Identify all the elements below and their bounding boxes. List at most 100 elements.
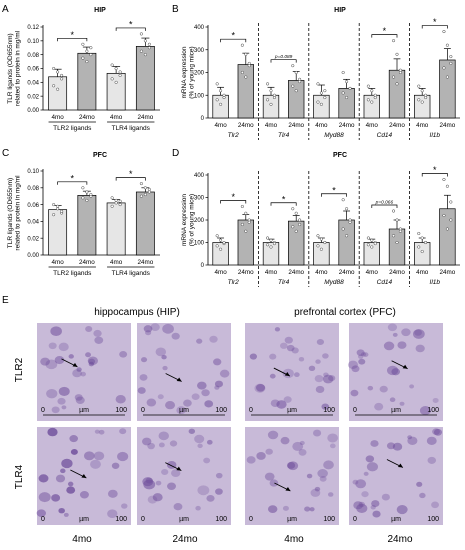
stained-cell (155, 480, 162, 486)
bar-c-0 (48, 209, 68, 256)
stained-cell (158, 431, 169, 441)
micrograph-tlr4-0: 0 µm 100 (36, 427, 131, 525)
stained-cell (88, 361, 95, 367)
group-label-c-0: TLR2 ligands (53, 270, 92, 277)
stained-cell (294, 372, 300, 378)
x-tick-label-d-1: 24mo (238, 269, 254, 276)
group-label-d-1: Tlr4 (278, 279, 290, 286)
stained-cell (327, 492, 334, 497)
bar-d-4 (313, 242, 330, 266)
data-point-b (319, 91, 323, 95)
scale-unit: µm (79, 516, 89, 523)
stained-cell (46, 388, 58, 399)
stained-cell (323, 372, 329, 378)
stained-cell (356, 349, 365, 356)
bar-b-6 (363, 94, 380, 119)
stained-cell (206, 494, 215, 502)
stained-cell (155, 347, 167, 357)
stained-cell (269, 373, 276, 379)
bar-c-2 (106, 202, 126, 256)
stained-cell (54, 356, 65, 365)
stained-cell (45, 359, 58, 370)
data-point-d (445, 184, 449, 188)
bar-b-3 (288, 80, 305, 119)
data-point-a (143, 53, 147, 57)
bar-b-1 (237, 64, 254, 119)
chart-title-c: PFC (93, 152, 107, 159)
y-tick-label-b: 400 (194, 25, 205, 31)
data-point-d (316, 234, 320, 238)
data-point-d (291, 225, 295, 229)
scale-zero: 0 (353, 516, 357, 523)
data-point-b (316, 100, 320, 104)
y-axis-label-b: mRNA expression(% of young mice) (181, 46, 196, 99)
arrow-head (285, 487, 291, 492)
data-point-d (373, 242, 377, 246)
panel-letter-a: A (2, 4, 9, 15)
stained-cell (246, 456, 256, 464)
stained-cell (431, 501, 439, 509)
stained-cell (355, 479, 367, 489)
stained-cell (323, 460, 334, 470)
stained-cell (93, 329, 102, 337)
stained-cell (351, 365, 360, 373)
data-point-b (240, 70, 244, 75)
data-point-d (449, 200, 453, 204)
significance-bracket-c-1 (115, 177, 146, 181)
data-point-d (222, 240, 226, 245)
stained-cell (280, 436, 290, 445)
stained-cell (291, 347, 299, 354)
data-point-c (56, 207, 60, 211)
data-point-d (215, 234, 219, 238)
data-point-b (323, 95, 327, 100)
stained-cell (40, 357, 50, 366)
data-point-a (114, 66, 118, 71)
arrow-head (81, 474, 87, 479)
data-point-b (420, 89, 424, 93)
data-point-b (420, 100, 424, 104)
x-tick-label-b-4: 4mo (315, 122, 328, 129)
significance-label-a-1: * (129, 19, 133, 29)
stained-cell (357, 354, 364, 359)
arrow-head (402, 364, 408, 369)
stained-cell (312, 429, 322, 437)
stained-cell (72, 369, 82, 378)
stained-cell (83, 451, 95, 461)
data-point-b (269, 102, 273, 106)
stained-cell (36, 509, 46, 518)
significance-label-d-4: * (433, 165, 437, 175)
stained-cell (209, 335, 218, 343)
data-point-b (442, 30, 446, 34)
stained-cell (419, 492, 426, 499)
stained-cell (162, 323, 174, 334)
micrograph-background (137, 323, 231, 421)
data-point-d (370, 245, 374, 249)
stained-cell (370, 505, 376, 510)
data-point-d (345, 234, 349, 238)
data-point-d (316, 244, 320, 248)
data-point-d (445, 227, 449, 231)
chart-b: HIP mRNA expression(% of young mice) 0 100 2… (181, 7, 460, 140)
data-point-d (366, 243, 370, 247)
data-point-b (222, 95, 226, 100)
micrograph-tlr2-1: 0 µm 100 (137, 323, 231, 421)
stained-cell (48, 342, 57, 350)
stained-cell (58, 507, 65, 514)
bar-b-7 (388, 69, 406, 119)
stained-cell (70, 449, 78, 455)
y-tick-label-c: 0.02 (27, 236, 39, 242)
stained-cell (409, 384, 415, 389)
micrograph-background (37, 323, 131, 421)
group-label-a-1: TLR4 ligands (112, 125, 151, 132)
stained-cell (350, 389, 359, 397)
significance-bracket-b-1 (270, 59, 297, 63)
stained-cell (321, 403, 330, 410)
scale-max: 100 (215, 516, 227, 523)
data-point-d (215, 244, 219, 248)
stained-cell (416, 481, 423, 487)
stained-cell (140, 357, 148, 363)
stained-cell (137, 387, 146, 394)
stained-cell (94, 429, 100, 434)
stained-cell (407, 435, 413, 440)
data-point-a (118, 73, 122, 77)
